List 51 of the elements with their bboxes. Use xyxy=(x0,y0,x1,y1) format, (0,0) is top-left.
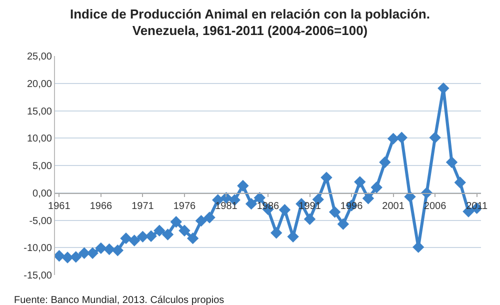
y-tick-label: 10,00 xyxy=(26,134,52,145)
y-tick-label: 20,00 xyxy=(26,78,52,90)
point xyxy=(128,234,140,246)
point xyxy=(70,251,82,263)
point xyxy=(186,232,199,244)
point xyxy=(304,213,316,226)
point xyxy=(86,247,98,259)
y-tick-label: -10,00 xyxy=(24,243,52,254)
point xyxy=(354,176,366,188)
y-tick-label: -5,00 xyxy=(29,216,52,227)
point xyxy=(328,206,341,218)
point xyxy=(55,250,66,262)
point xyxy=(170,216,182,228)
point xyxy=(454,176,466,188)
y-tick-label: 25,00 xyxy=(26,52,52,62)
point xyxy=(370,182,382,194)
x-tick-label: 2001 xyxy=(382,200,405,212)
y-tick-label: 15,00 xyxy=(26,106,52,118)
point xyxy=(337,218,350,230)
x-tick-label: 1971 xyxy=(132,200,154,212)
point xyxy=(404,190,416,203)
x-tick-label: 1966 xyxy=(90,200,112,212)
y-tick-label: 5,00 xyxy=(32,161,52,172)
point xyxy=(429,132,441,144)
point xyxy=(270,226,282,239)
point xyxy=(278,204,291,216)
y-tick-label: -15,00 xyxy=(24,270,52,282)
point xyxy=(362,192,374,204)
x-tick-label: 1981 xyxy=(215,200,238,212)
point xyxy=(396,132,408,144)
point xyxy=(154,224,166,236)
point xyxy=(95,242,107,254)
x-tick-label: 1961 xyxy=(48,200,71,212)
source-note: Fuente: Banco Mundial, 2013. Cálculos propios xyxy=(14,295,224,305)
point xyxy=(245,198,258,210)
point xyxy=(178,224,190,236)
x-tick-label: 1976 xyxy=(173,200,196,212)
point xyxy=(379,156,391,168)
point xyxy=(195,214,208,227)
point xyxy=(237,180,249,192)
point xyxy=(320,172,332,184)
point xyxy=(103,243,116,256)
point xyxy=(145,230,157,242)
point xyxy=(204,212,216,224)
point xyxy=(112,244,124,256)
point xyxy=(446,156,458,168)
point xyxy=(162,228,174,240)
point xyxy=(387,132,400,145)
chart-title: Indice de Producción Animal en relación con la población. Venezuela, 1961-2011 (2004-2006=100) xyxy=(70,6,430,38)
point xyxy=(120,232,132,244)
y-tick-label: 0,00 xyxy=(32,188,52,200)
